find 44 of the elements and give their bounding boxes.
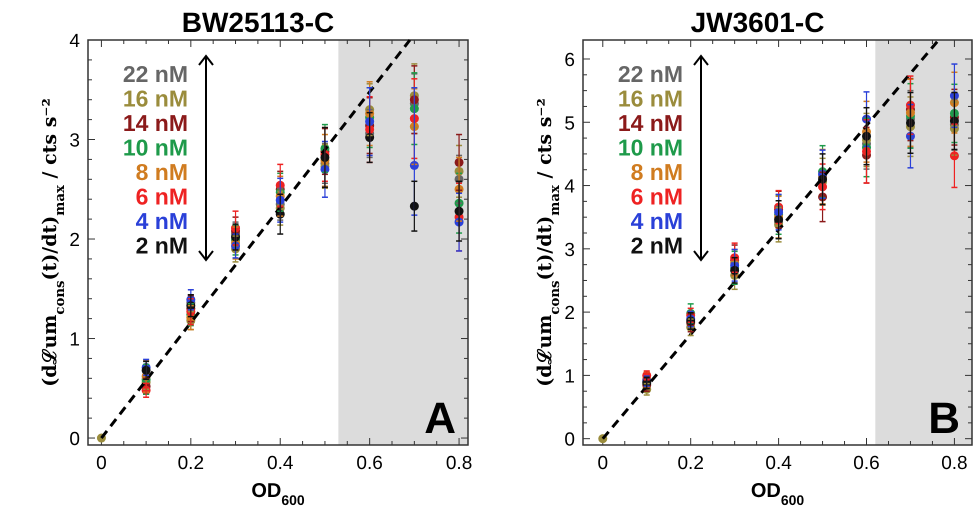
y-tick-label: 0	[69, 429, 80, 450]
text: 14 nM	[618, 110, 683, 136]
x-tick-label: 0.8	[941, 453, 968, 474]
x-axis-title: OD$_{600}$	[750, 480, 804, 508]
text: 14 nM	[122, 110, 188, 136]
x-tick-label: 0	[96, 453, 107, 474]
chart-title: JW3601-C	[690, 7, 824, 38]
text: 6 nM	[630, 184, 683, 210]
x-tick-label: 0.2	[677, 453, 704, 474]
series-label: 2 nM	[136, 232, 188, 258]
y-tick-label: 3	[564, 240, 575, 261]
y-tick-label: 5	[564, 113, 575, 134]
text: 8 nM	[136, 159, 188, 185]
annotation: A	[424, 394, 456, 443]
text: 8 nM	[630, 159, 683, 185]
text: 2 nM	[630, 232, 683, 258]
text: 6 nM	[136, 184, 188, 210]
y-tick-label: 2	[564, 303, 575, 324]
annotation: B	[928, 394, 960, 443]
y-tick-label: 6	[564, 50, 575, 71]
x-tick-label: 0.4	[267, 453, 294, 474]
y-tick-label: 4	[69, 31, 80, 52]
text: 4 nM	[630, 208, 683, 234]
x-tick-label: 0.8	[446, 453, 472, 474]
x-tick-label: 0.4	[765, 453, 792, 474]
x-tick-label: 0	[597, 453, 608, 474]
y-tick-label: 0	[564, 430, 575, 451]
y-tick-label: 1	[69, 330, 80, 351]
x-tick-label: 0.6	[853, 453, 880, 474]
text: 22 nM	[122, 61, 188, 87]
text: 16 nM	[618, 86, 683, 112]
text: 22 nM	[618, 61, 683, 87]
text: 16 nM	[122, 86, 188, 112]
y-tick-label: 2	[69, 230, 80, 252]
x-tick-label: 0.6	[356, 453, 383, 474]
series-label: 4 nM	[136, 208, 188, 234]
text: 10 nM	[122, 134, 188, 160]
y-tick-label: 1	[564, 366, 575, 388]
chart-title: BW25113-C	[182, 7, 334, 38]
x-tick-label: 0.2	[178, 453, 204, 474]
text: 10 nM	[618, 134, 683, 160]
x-axis-title: OD$_{600}$	[251, 480, 305, 508]
y-tick-label: 3	[69, 130, 80, 152]
y-tick-label: 4	[564, 176, 576, 198]
